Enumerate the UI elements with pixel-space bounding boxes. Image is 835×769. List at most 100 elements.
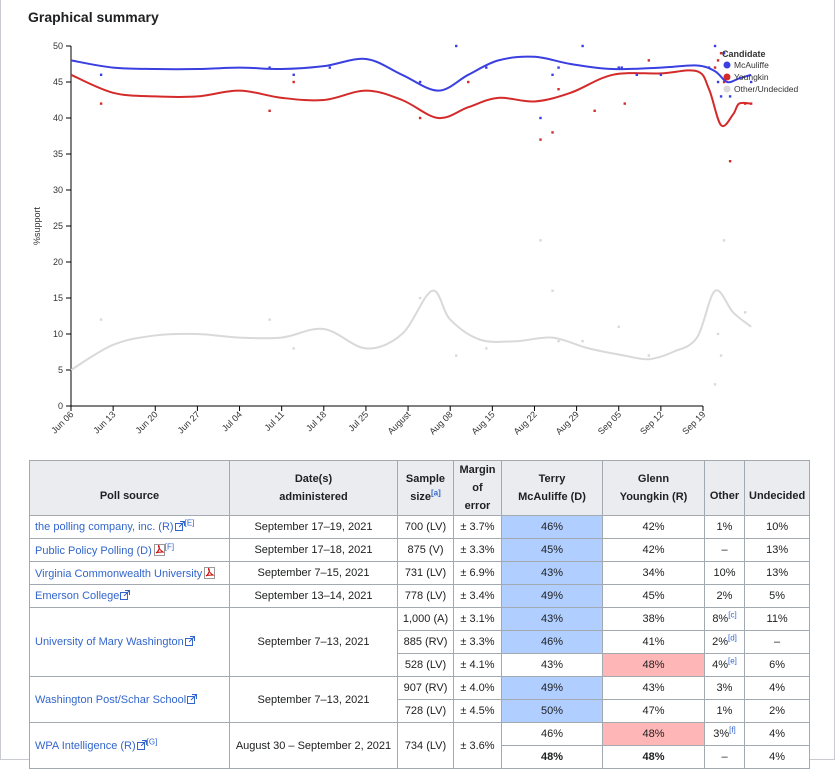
undecided-value: 4% [743,722,811,746]
poll-source-link[interactable]: Virginia Commonwealth University [35,567,203,580]
mcauliffe-data-point [659,73,663,76]
header-margin: Margin of error [453,460,502,516]
external-link-icon[interactable] [187,693,198,704]
margin-of-error: ± 3.7% [453,515,502,539]
pdf-icon[interactable] [153,543,165,556]
sample-size: 734 (LV) [397,722,454,769]
poll-source-link[interactable]: Washington Post/Schar School [35,693,187,706]
footnote-link[interactable]: [E] [184,518,195,528]
x-tick-label: August [386,409,413,436]
y-tick-label: 45 [53,77,63,87]
youngkin-data-point [557,88,560,91]
other-undecided-legend-marker [723,85,731,93]
external-link-icon[interactable] [174,521,185,531]
header-youngkin: Glenn Youngkin (R) [602,460,705,516]
other-value: 4%[e] [704,653,745,677]
poll-source-link[interactable]: Emerson College [35,590,120,602]
youngkin-value: 48% [602,722,705,746]
poll-date: September 13–14, 2021 [229,584,398,608]
x-tick-label: Jul 11 [262,409,286,433]
table-row: WPA Intelligence (R) [G] August 30 – Sept… [29,722,811,769]
sample-size: 700 (LV) [397,515,454,539]
margin-of-error: ± 4.1% [453,653,502,677]
other-undecided-trend-line [70,289,752,371]
mcauliffe-data-point [99,73,103,76]
margin-of-error: ± 3.4% [453,584,502,608]
mcauliffe-data-point [292,73,295,76]
youngkin-data-point [719,52,723,55]
polls-table: Poll source Date(s) administered Sample si… [29,460,811,769]
youngkin-data-point [539,138,542,141]
other-undecided-data-point [99,318,103,321]
mcauliffe-data-point [620,66,623,69]
sample-size: 778 (LV) [397,584,454,608]
poll-source: University of Mary Washington [29,607,230,677]
other-undecided-data-point [551,289,554,292]
youngkin-data-point [647,59,651,62]
footnote-link[interactable]: [G] [146,736,158,746]
poll-source-link[interactable]: WPA Intelligence (R) [35,739,136,752]
youngkin-value: 45% [602,584,705,608]
other-undecided-data-point [292,347,295,350]
margin-of-error: ± 3.6% [453,722,502,769]
other-value: 3% [704,676,745,700]
mcauliffe-value: 48% [501,745,603,769]
poll-source: WPA Intelligence (R) [G] [29,722,230,769]
other-undecided-data-point [716,332,720,336]
undecided-value: 6% [743,653,811,677]
external-link-icon[interactable] [136,739,147,750]
external-link-icon[interactable] [120,590,131,600]
mcauliffe-legend-label: McAuliffe [734,60,769,70]
mcauliffe-data-point [716,80,720,84]
footnote-link[interactable]: [c] [728,610,737,620]
margin-of-error: ± 3.3% [453,630,502,654]
mcauliffe-data-point [551,73,554,76]
youngkin-value: 48% [602,745,705,769]
other-undecided-data-point [557,340,560,343]
y-tick-label: 30 [53,185,63,195]
other-undecided-data-point [418,296,422,300]
other-undecided-data-point [581,340,584,343]
mcauliffe-data-point [617,66,620,69]
other-undecided-data-point [713,383,717,386]
mcauliffe-data-point [539,116,542,120]
y-tick-label: 15 [53,293,63,303]
youngkin-value: 47% [602,699,705,723]
poll-source: Virginia Commonwealth University [29,561,230,585]
other-undecided-data-point [722,239,726,242]
pdf-icon[interactable] [204,566,216,579]
youngkin-data-point [593,109,596,112]
poll-source-link[interactable]: the polling company, inc. (R) [35,521,174,533]
other-value: – [704,538,745,562]
mcauliffe-value: 45% [501,538,603,562]
table-row: 528 (LV) ± 4.1% 43% 48% 4%[e] 6% [30,653,811,677]
youngkin-data-point [743,102,747,105]
poll-date: September 17–18, 2021 [229,538,398,562]
youngkin-legend-label: Youngkin [734,72,769,82]
mcauliffe-data-point [722,52,726,55]
footnote-link[interactable]: [F] [164,541,175,551]
youngkin-data-point [713,66,717,69]
sample-size: 528 (LV) [397,653,454,677]
poll-date: September 7–15, 2021 [229,561,398,585]
other-undecided-data-point [268,318,271,321]
margin-of-error: ± 4.5% [453,699,502,723]
x-tick-label: Jun 06 [49,409,75,435]
header-poll-source: Poll source [29,460,230,516]
external-link-icon[interactable] [184,636,195,646]
y-tick-label: 0 [58,401,63,411]
y-tick-label: 10 [53,329,63,339]
y-tick-label: 50 [53,41,63,51]
poll-source-link[interactable]: University of Mary Washington [35,636,184,648]
mcauliffe-value: 43% [501,607,603,631]
footnote-link[interactable]: [f] [729,725,736,735]
poll-source: the polling company, inc. (R) [E] [29,515,230,539]
header-sample-note[interactable]: [a] [431,488,441,498]
mcauliffe-value: 50% [501,699,603,723]
footnote-link[interactable]: [e] [728,656,737,666]
poll-source-link[interactable]: Public Policy Polling (D) [35,544,152,557]
mcauliffe-value: 43% [501,653,603,677]
footnote-link[interactable]: [d] [728,633,737,643]
x-tick-label: Sep 05 [596,409,623,436]
header-mcauliffe: Terry McAuliffe (D) [501,460,603,516]
